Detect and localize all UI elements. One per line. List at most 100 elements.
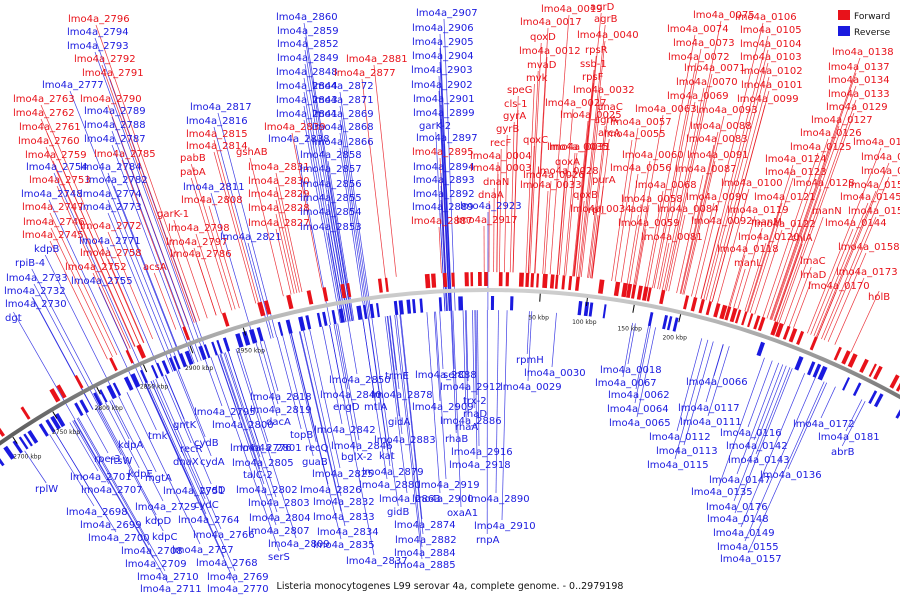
forward-gene-arrow (889, 374, 900, 389)
gene-leader-line (101, 64, 195, 323)
gene-leader-line (309, 329, 341, 469)
forward-gene-arrow (636, 285, 643, 300)
gene-leader-line (740, 373, 806, 528)
gene-leader-line (95, 407, 122, 456)
gene-label: lmo4a_2815 (186, 129, 248, 140)
reverse-gene-arrow (178, 353, 188, 368)
gene-leader-line (558, 108, 574, 276)
gene-label: lmo4a_2759 (25, 150, 87, 161)
gene-label: lmo4a_2821 (220, 232, 282, 243)
gene-leader-line (711, 104, 766, 302)
gene-leader-line (700, 226, 720, 299)
gene-leader-line (204, 359, 223, 407)
reverse-gene-arrow (216, 339, 223, 354)
gene-leader-line (327, 217, 347, 323)
gene-label: lmo4a_2900 (412, 494, 474, 505)
gene-label: lmo4a_2866 (312, 137, 374, 148)
gene-label: lmo4a_0133 (828, 89, 890, 100)
gene-label: lmo4a_0034 (570, 204, 632, 215)
gene-leader-line (509, 121, 515, 273)
gene-label: rpsR (585, 45, 608, 56)
gene-label: lmo4a_0103 (740, 52, 802, 63)
gene-label: speG (507, 85, 532, 96)
gene-leader-line (373, 64, 397, 277)
gene-leader-line (747, 202, 783, 313)
gene-label: lmo4a_0067 (595, 378, 657, 389)
gene-label: lmo4a_0018 (600, 365, 662, 376)
gene-leader-line (399, 314, 424, 535)
gene-label: lmo4a_0060 (622, 150, 684, 161)
forward-gene-arrow (659, 289, 666, 305)
gene-leader-line (534, 27, 549, 274)
gene-leader-line (736, 362, 780, 475)
reverse-gene-arrow (27, 430, 39, 444)
gene-label: lmo4a_2888 (415, 370, 477, 381)
gene-label: lmo4a_0059 (618, 218, 680, 229)
reverse-gene-arrow (895, 409, 900, 419)
gene-label: lmo4a_2827 (248, 218, 310, 229)
gene-leader-line (443, 18, 456, 311)
gene-label: lmo4a_2753 (29, 175, 91, 186)
gene-leader-line (282, 335, 314, 457)
gene-leader-line (74, 419, 169, 584)
gene-label: lmo4a_0093 (696, 105, 758, 116)
gene-leader-line (815, 190, 877, 338)
gene-label: lmo4a_2909 (412, 402, 474, 413)
gene-label: lmo4a_0063 (635, 104, 697, 115)
gene-label: lmo4a_0173 (836, 267, 898, 278)
gene-label: lmo4a_0181 (818, 432, 880, 443)
gene-label: kdpA (118, 440, 143, 451)
gene-leader-line (635, 228, 647, 285)
gene-label: lmo4a_2755 (71, 276, 133, 287)
gene-label: lmo4a_0172 (793, 419, 855, 430)
scale-tick-mark (585, 297, 588, 306)
gene-label: agrA (594, 115, 618, 126)
gene-leader-line (465, 310, 469, 382)
gene-leader-line (626, 214, 639, 284)
forward-gene-arrow (136, 344, 146, 359)
gene-leader-line (439, 33, 453, 311)
gene-leader-line (106, 246, 163, 377)
gene-leader-line (195, 233, 222, 314)
gene-label: lmo4a_0105 (740, 25, 802, 36)
gene-leader-line (339, 119, 369, 319)
gene-label: rnpA (476, 535, 500, 546)
gene-label: lmo4a_2893 (413, 175, 475, 186)
forward-gene-arrow (442, 272, 448, 288)
gene-leader-line (622, 322, 633, 378)
gene-label: lmo4a_2800 (212, 420, 274, 431)
gene-label: lmo4a_0057 (610, 117, 672, 128)
gene-label: lmo4a_0090 (686, 192, 748, 203)
gene-label: lmo4a_2804 (249, 513, 311, 524)
gene-label: trx-2 (463, 396, 487, 407)
reverse-gene-arrow (50, 415, 61, 430)
gene-leader-line (439, 311, 444, 370)
reverse-gene-arrow (393, 300, 399, 316)
gene-label: lmo4a_2880 (359, 480, 421, 491)
gene-label: lmo4a_0102 (741, 66, 803, 77)
gene-label: lmo4a_2802 (236, 485, 298, 496)
gene-leader-line (783, 216, 824, 325)
gene-label: lmo4a_2794 (67, 27, 129, 38)
gene-label: lmo4a_2773 (80, 202, 142, 213)
reverse-gene-arrow (842, 377, 850, 391)
gene-leader-line (438, 226, 442, 274)
forward-gene-arrow (598, 279, 605, 294)
reverse-gene-arrow (794, 356, 804, 371)
gene-label: lmo4a_0129 (826, 102, 888, 113)
gene-label: lmo4a_0149 (713, 528, 775, 539)
gene-label: lmo4a_2829 (248, 189, 310, 200)
gene-label: lmo4a_0122 (754, 219, 816, 230)
gene-leader-line (676, 174, 704, 294)
forward-gene-arrow (536, 273, 540, 288)
forward-gene-arrow (451, 272, 455, 287)
gene-label: lmo4a_2797 (166, 237, 228, 248)
reverse-gene-arrow (242, 331, 251, 346)
gene-leader-line (53, 172, 149, 383)
gene-leader-line (107, 199, 177, 371)
reverse-gene-arrow (406, 299, 412, 314)
gene-label: holB (868, 292, 890, 303)
reverse-gene-arrow (93, 392, 103, 406)
gene-leader-line (386, 315, 400, 417)
scale-tick-label: 50 kbp (528, 315, 549, 322)
